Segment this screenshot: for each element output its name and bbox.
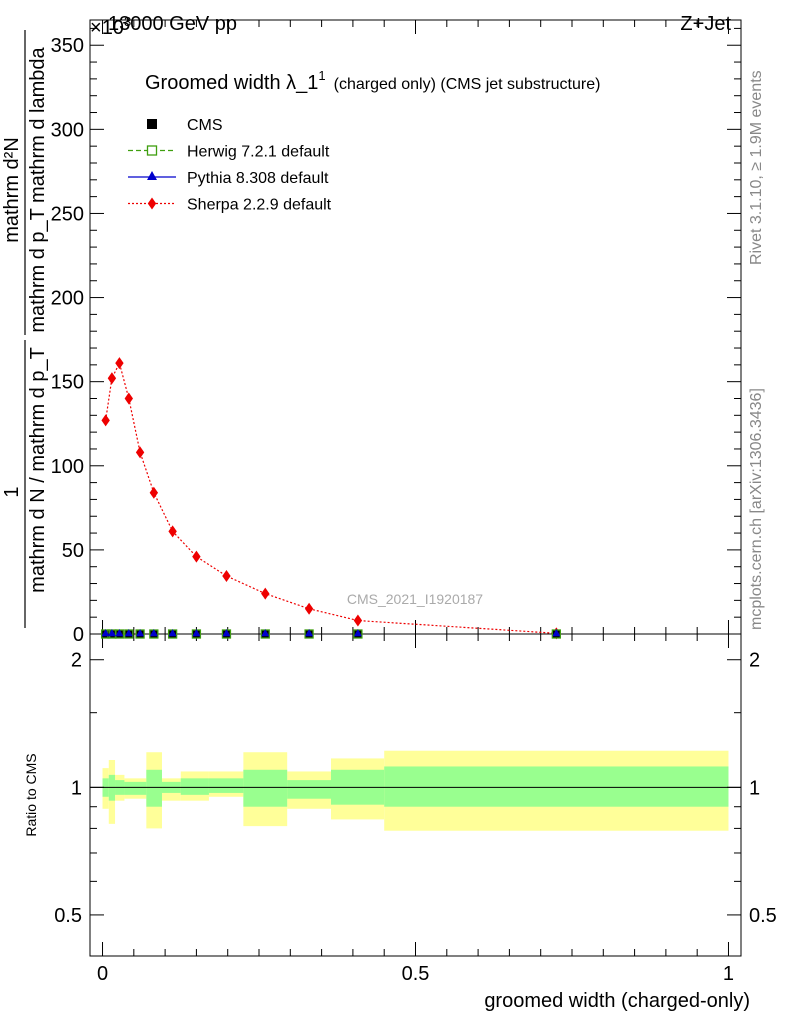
ratio-band-green-6 (180, 778, 209, 795)
sherpa-point-7 (192, 550, 201, 563)
ylabel-numerator-right: mathrm d²N (1, 137, 23, 243)
ratio-band-green-4 (146, 769, 162, 807)
main-ytick-label-7: 350 (51, 35, 84, 57)
ratio-ytick-label-right-2: 2 (749, 650, 760, 672)
pythia-point-7 (192, 629, 201, 637)
main-axes: 0 50 100 150 200 250 300 350 (51, 19, 742, 646)
ylabel-numerator-left: 1 (1, 486, 23, 497)
legend-marker-2 (147, 171, 157, 180)
legend-item-3: Sherpa 2.2.9 default (128, 197, 332, 214)
main-ytick-label-6: 300 (51, 119, 84, 141)
main-title: Groomed width λ_11(charged only) (CMS je… (145, 68, 600, 94)
ratio-bands (90, 750, 741, 831)
ratio-ytick-label-left-2: 2 (71, 650, 82, 672)
main-ytick-label-2: 100 (51, 456, 84, 478)
analysis-id: CMS_2021_I1920187 (347, 591, 483, 607)
ratio-ytick-label-left-0: 0.5 (54, 905, 82, 927)
header-exponent: ×103 (90, 14, 131, 39)
pythia-point-5 (149, 629, 158, 637)
ratio-axes: 0 0.5 1 0.5 0.5 1 1 2 2 (54, 633, 777, 985)
xtick-label-2: 1 (723, 963, 734, 985)
xtick-label-1: 0.5 (402, 963, 430, 985)
sherpa-point-4 (135, 446, 145, 459)
main-ylabel: 1 mathrm d N / mathrm d p_T mathrm d²N m… (1, 30, 49, 628)
ratio-ytick-label-right-1: 1 (749, 777, 760, 799)
sherpa-point-0 (101, 414, 110, 427)
sherpa-point-1 (107, 372, 117, 385)
pythia-point-12 (552, 629, 561, 637)
legend-item-1: Herwig 7.2.1 default (128, 144, 330, 161)
pythia-point-3 (124, 629, 133, 637)
series-herwig-7-2-1-default (100, 629, 561, 639)
sherpa-line (105, 361, 557, 634)
legend-label-0: CMS (187, 117, 223, 134)
legend-marker-0 (147, 119, 157, 129)
xaxis-label: groomed width (charged-only) (484, 990, 750, 1012)
pythia-point-6 (168, 629, 177, 637)
pythia-point-11 (353, 629, 362, 637)
legend-item-2: Pythia 8.308 default (128, 170, 329, 187)
sherpa-point-9 (261, 587, 270, 600)
sherpa-point-11 (353, 614, 363, 627)
ylabel-denominator-left: mathrm d N / mathrm d p_T (27, 347, 49, 593)
ratio-band-green-9 (287, 780, 331, 799)
series-pythia-8-308-default (101, 629, 561, 637)
legend-label-3: Sherpa 2.2.9 default (187, 197, 332, 214)
main-ytick-label-1: 50 (62, 540, 84, 562)
pythia-point-4 (136, 629, 145, 637)
legend-label-1: Herwig 7.2.1 default (187, 144, 330, 161)
main-frame (89, 19, 742, 635)
ratio-band-green-8 (243, 769, 288, 807)
pythia-point-9 (261, 629, 270, 637)
ratio-ylabel: Ratio to CMS (23, 753, 39, 836)
mcplots-label: mcplots.cern.ch [arXiv:1306.3436] (748, 388, 765, 630)
main-ytick-label-3: 150 (51, 372, 84, 394)
sherpa-point-3 (124, 392, 134, 405)
rivet-label: Rivet 3.1.10, ≥ 1.9M events (748, 70, 765, 265)
header-energy: 13000 GeV pp (108, 13, 237, 35)
sherpa-point-2 (115, 357, 124, 370)
series-sherpa-2-2-9-default (101, 357, 561, 640)
sherpa-point-8 (222, 569, 231, 582)
pythia-point-0 (101, 629, 110, 637)
sherpa-point-5 (149, 486, 159, 499)
ratio-band-green-3 (124, 781, 147, 795)
ylabel-denominator-right: mathrm d p_T mathrm d lambda (27, 46, 49, 332)
pythia-point-8 (222, 629, 231, 637)
sherpa-point-6 (168, 525, 177, 538)
main-ytick-label-0: 0 (73, 624, 84, 646)
main-ytick-label-5: 250 (51, 203, 84, 225)
main-ytick-label-4: 200 (51, 288, 84, 310)
ratio-ytick-label-right-0: 0.5 (749, 905, 777, 927)
ratio-band-green-11 (384, 766, 729, 807)
ratio-ytick-label-left-1: 1 (71, 777, 82, 799)
legend-marker-3 (147, 197, 157, 210)
legend-item-0: CMS (147, 117, 223, 134)
pythia-point-1 (107, 629, 116, 637)
legend: CMS Herwig 7.2.1 default Pythia 8.308 defa… (128, 117, 332, 214)
sherpa-point-10 (304, 602, 314, 615)
legend-marker-1 (146, 145, 158, 156)
header-process: Z+Jet (680, 13, 731, 35)
legend-label-2: Pythia 8.308 default (187, 170, 329, 187)
series-layer (100, 357, 561, 640)
pythia-point-10 (305, 629, 314, 637)
ratio-band-green-7 (208, 778, 244, 793)
xtick-label-0: 0 (97, 963, 108, 985)
pythia-point-2 (115, 629, 124, 637)
